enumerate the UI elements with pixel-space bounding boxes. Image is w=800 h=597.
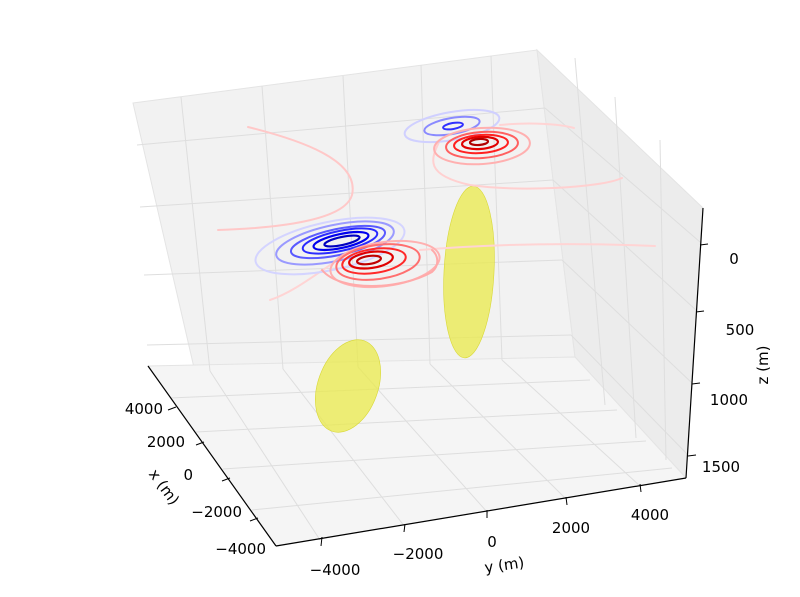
contour-red — [433, 126, 531, 166]
contour-red-arc — [321, 249, 439, 287]
contour-faint-red — [499, 122, 575, 129]
x-axis-label: x (m) — [145, 466, 183, 509]
axis-lines — [147, 207, 704, 547]
contour-faint-red — [217, 126, 354, 231]
x-axis-line — [147, 365, 277, 547]
y-tick-label: 2000 — [552, 519, 590, 537]
y-tick-label: 4000 — [631, 506, 669, 524]
y-tick-label: −2000 — [393, 545, 444, 563]
y-axis-line — [275, 477, 687, 547]
contour-blue — [254, 216, 406, 276]
x-tick-labels: 4000 2000 0 −2000 −4000 — [125, 400, 266, 558]
contour-red — [356, 254, 382, 266]
back-pane-left — [132, 49, 576, 373]
x-tick-label: −2000 — [191, 503, 242, 521]
contour-red — [468, 137, 490, 147]
contour-red — [445, 130, 519, 160]
z-tick-labels: 0 500 1000 1500 — [702, 250, 754, 476]
contour-red — [335, 243, 421, 281]
contour-blue — [301, 227, 379, 255]
z-axis-line — [685, 207, 704, 479]
y-tick-label: 0 — [487, 533, 497, 551]
y-tick-label: −4000 — [310, 561, 361, 579]
contour-red — [460, 135, 500, 151]
x-tick-label: −4000 — [215, 540, 266, 558]
x-tick-label: 2000 — [147, 433, 185, 451]
contour-blue — [323, 234, 361, 248]
contour-red — [341, 247, 407, 275]
x-tick-label: 0 — [183, 466, 193, 484]
back-pane-group — [132, 48, 704, 547]
contour-faint-red — [419, 243, 656, 251]
y-tick-labels: −4000 −2000 0 2000 4000 — [310, 506, 669, 579]
ticks — [167, 243, 709, 547]
contours — [217, 108, 656, 301]
contour-blue — [403, 108, 501, 144]
contour-red — [348, 250, 394, 270]
contour-blue — [289, 224, 387, 260]
z-axis-label: z (m) — [754, 346, 772, 385]
contour-red — [453, 133, 509, 155]
contour-blue — [312, 230, 370, 252]
ellipsoid-group — [315, 185, 495, 433]
z-tick-label: 0 — [729, 250, 739, 268]
z-tick-label: 1500 — [702, 458, 740, 476]
contour-blue — [442, 121, 464, 131]
z-tick-label: 1000 — [710, 391, 748, 409]
ellipsoid-lower — [315, 339, 381, 433]
y-axis-label: y (m) — [483, 553, 525, 576]
x-tick-label: 4000 — [125, 400, 163, 418]
z-tick-label: 500 — [726, 321, 755, 339]
contour-faint-red — [432, 139, 623, 190]
